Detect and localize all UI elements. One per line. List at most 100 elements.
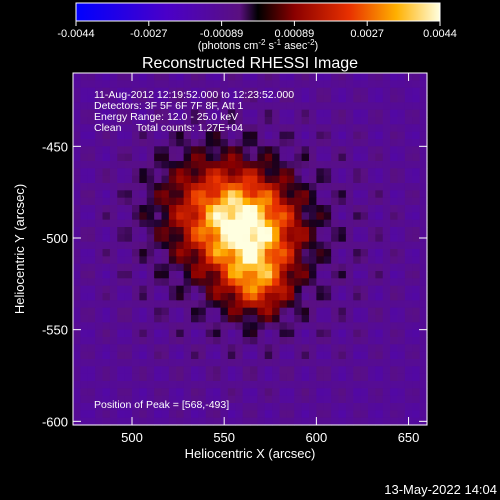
heatmap-cell xyxy=(309,344,317,353)
heatmap-cell xyxy=(301,337,310,345)
heatmap-cell xyxy=(146,117,155,125)
heatmap-cell xyxy=(183,131,192,140)
heatmap-cell xyxy=(168,146,177,155)
heatmap-cell xyxy=(73,403,81,411)
heatmap-cell xyxy=(419,388,428,397)
heatmap-cell xyxy=(412,205,421,213)
heatmap-cell xyxy=(117,315,126,323)
heatmap-cell xyxy=(301,153,310,162)
heatmap-cell xyxy=(73,388,81,397)
heatmap-cell xyxy=(95,197,104,206)
heatmap-cell xyxy=(213,87,222,96)
heatmap-cell xyxy=(198,410,207,419)
heatmap-cell xyxy=(124,190,133,199)
heatmap-cell xyxy=(117,197,126,206)
heatmap-cell xyxy=(87,109,96,118)
heatmap-cell xyxy=(250,80,258,89)
heatmap-cell xyxy=(102,124,111,133)
heatmap-cell xyxy=(198,131,207,140)
heatmap-cell xyxy=(117,109,126,118)
heatmap-cell xyxy=(176,117,185,125)
heatmap-cell xyxy=(331,388,340,397)
heatmap-cell xyxy=(80,337,89,345)
heatmap-cell xyxy=(227,95,236,103)
heatmap-cell xyxy=(235,219,244,228)
heatmap-cell xyxy=(353,234,362,243)
heatmap-cell xyxy=(183,403,192,411)
heatmap-cell xyxy=(382,219,391,228)
heatmap-cell xyxy=(198,359,207,367)
heatmap-cell xyxy=(139,403,148,411)
heatmap-cell xyxy=(124,205,133,213)
heatmap-cell xyxy=(235,183,244,191)
heatmap-cell xyxy=(124,73,133,81)
heatmap-cell xyxy=(309,190,317,199)
heatmap-cell xyxy=(154,337,163,345)
heatmap-cell xyxy=(73,109,81,118)
heatmap-cell xyxy=(286,139,295,147)
heatmap-cell xyxy=(390,278,399,287)
heatmap-cell xyxy=(242,285,251,294)
heatmap-cell xyxy=(404,307,413,316)
heatmap-cell xyxy=(279,234,288,243)
heatmap-cell xyxy=(117,256,126,265)
heatmap-cell xyxy=(338,285,347,294)
heatmap-cell xyxy=(294,95,303,103)
heatmap-cell xyxy=(360,417,369,426)
heatmap-cell xyxy=(272,410,281,419)
heatmap-cell xyxy=(353,95,362,103)
heatmap-cell xyxy=(139,329,148,338)
heatmap-cell xyxy=(360,278,369,287)
y-tick-label: -500 xyxy=(42,231,68,246)
heatmap-cell xyxy=(168,175,177,184)
heatmap-cell xyxy=(375,124,384,133)
heatmap-cell xyxy=(242,322,251,331)
heatmap-cell xyxy=(117,388,126,397)
heatmap-cell xyxy=(87,73,96,81)
heatmap-cell xyxy=(176,344,185,353)
heatmap-cell xyxy=(286,373,295,382)
peak-label: Position of Peak = [568,-493] xyxy=(94,399,229,411)
heatmap-cell xyxy=(95,249,104,257)
heatmap-cell xyxy=(154,395,163,404)
heatmap-cell xyxy=(220,168,229,177)
heatmap-cell xyxy=(353,241,362,250)
heatmap-cell xyxy=(375,131,384,140)
heatmap-cell xyxy=(301,381,310,389)
heatmap-cell xyxy=(331,234,340,243)
heatmap-cell xyxy=(191,80,199,89)
heatmap-cell xyxy=(198,315,207,323)
heatmap-cell xyxy=(272,388,281,397)
heatmap-cell xyxy=(279,87,288,96)
heatmap-cell xyxy=(132,234,140,243)
heatmap-cell xyxy=(368,249,376,257)
heatmap-cell xyxy=(257,263,266,272)
heatmap-cell xyxy=(309,351,317,360)
heatmap-cell xyxy=(301,271,310,279)
heatmap-cell xyxy=(205,249,214,257)
heatmap-cell xyxy=(102,241,111,250)
heatmap-cell xyxy=(309,271,317,279)
heatmap-cell xyxy=(73,344,81,353)
heatmap-cell xyxy=(412,263,421,272)
heatmap-cell xyxy=(412,241,421,250)
heatmap-cell xyxy=(412,344,421,353)
heatmap-cell xyxy=(139,315,148,323)
heatmap-cell xyxy=(338,410,347,419)
heatmap-cell xyxy=(309,410,317,419)
heatmap-cell xyxy=(95,80,104,89)
heatmap-cell xyxy=(146,256,155,265)
heatmap-cell xyxy=(286,95,295,103)
heatmap-cell xyxy=(368,359,376,367)
heatmap-cell xyxy=(102,205,111,213)
heatmap-cell xyxy=(73,197,81,206)
heatmap-cell xyxy=(235,337,244,345)
heatmap-cell xyxy=(168,381,177,389)
heatmap-cell xyxy=(132,190,140,199)
heatmap-cell xyxy=(412,87,421,96)
heatmap-cell xyxy=(360,307,369,316)
heatmap-cell xyxy=(183,212,192,221)
heatmap-cell xyxy=(404,329,413,338)
heatmap-cell xyxy=(257,322,266,331)
heatmap-cell xyxy=(191,381,199,389)
